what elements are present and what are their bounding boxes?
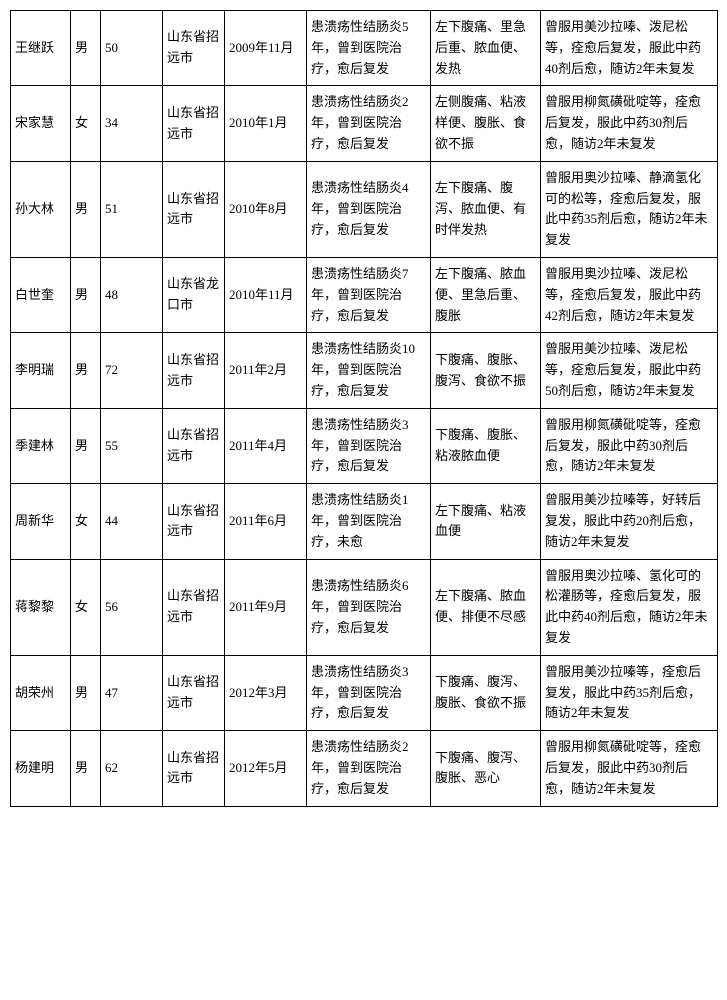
cell-place: 山东省招远市 <box>163 86 225 161</box>
cell-age: 56 <box>101 559 163 655</box>
cell-history: 患溃疡性结肠炎2年，曾到医院治疗，愈后复发 <box>307 731 431 806</box>
table-row: 宋家慧女34山东省招远市2010年1月患溃疡性结肠炎2年，曾到医院治疗，愈后复发… <box>11 86 718 161</box>
cell-age: 50 <box>101 11 163 86</box>
cell-sex: 男 <box>71 161 101 257</box>
cell-place: 山东省招远市 <box>163 484 225 559</box>
cell-date: 2010年11月 <box>225 257 307 332</box>
cell-place: 山东省招远市 <box>163 655 225 730</box>
cell-sex: 女 <box>71 86 101 161</box>
cell-date: 2011年2月 <box>225 333 307 408</box>
cell-date: 2010年8月 <box>225 161 307 257</box>
cell-sex: 男 <box>71 333 101 408</box>
cell-age: 34 <box>101 86 163 161</box>
cell-symptoms: 左下腹痛、脓血便、里急后重、腹胀 <box>431 257 541 332</box>
cell-treatment: 曾服用奥沙拉嗪、氢化可的松灌肠等，痊愈后复发，服此中药40剂后愈，随访2年未复发 <box>541 559 718 655</box>
cell-age: 62 <box>101 731 163 806</box>
cell-symptoms: 下腹痛、腹泻、腹胀、食欲不振 <box>431 655 541 730</box>
cell-treatment: 曾服用美沙拉嗪等，痊愈后复发，服此中药35剂后愈，随访2年未复发 <box>541 655 718 730</box>
patient-table: 王继跃男50山东省招远市2009年11月患溃疡性结肠炎5年，曾到医院治疗，愈后复… <box>10 10 718 807</box>
cell-name: 季建林 <box>11 408 71 483</box>
table-row: 杨建明男62山东省招远市2012年5月患溃疡性结肠炎2年，曾到医院治疗，愈后复发… <box>11 731 718 806</box>
cell-name: 胡荣州 <box>11 655 71 730</box>
cell-place: 山东省招远市 <box>163 731 225 806</box>
cell-treatment: 曾服用美沙拉嗪等，好转后复发，服此中药20剂后愈，随访2年未复发 <box>541 484 718 559</box>
cell-symptoms: 下腹痛、腹胀、粘液脓血便 <box>431 408 541 483</box>
cell-symptoms: 下腹痛、腹泻、腹胀、恶心 <box>431 731 541 806</box>
cell-place: 山东省招远市 <box>163 11 225 86</box>
cell-sex: 男 <box>71 11 101 86</box>
cell-date: 2011年6月 <box>225 484 307 559</box>
cell-place: 山东省龙口市 <box>163 257 225 332</box>
cell-symptoms: 左侧腹痛、粘液样便、腹胀、食欲不振 <box>431 86 541 161</box>
cell-date: 2011年9月 <box>225 559 307 655</box>
cell-name: 周新华 <box>11 484 71 559</box>
cell-name: 孙大林 <box>11 161 71 257</box>
cell-symptoms: 左下腹痛、脓血便、排便不尽感 <box>431 559 541 655</box>
cell-age: 48 <box>101 257 163 332</box>
cell-treatment: 曾服用柳氮磺砒啶等，痊愈后复发，服此中药30剂后愈，随访2年未复发 <box>541 408 718 483</box>
cell-place: 山东省招远市 <box>163 161 225 257</box>
cell-name: 宋家慧 <box>11 86 71 161</box>
cell-name: 白世奎 <box>11 257 71 332</box>
cell-place: 山东省招远市 <box>163 333 225 408</box>
cell-history: 患溃疡性结肠炎1年，曾到医院治疗，未愈 <box>307 484 431 559</box>
cell-history: 患溃疡性结肠炎6年，曾到医院治疗，愈后复发 <box>307 559 431 655</box>
cell-age: 55 <box>101 408 163 483</box>
cell-treatment: 曾服用美沙拉嗪、泼尼松等，痊愈后复发，服此中药40剂后愈，随访2年未复发 <box>541 11 718 86</box>
table-row: 王继跃男50山东省招远市2009年11月患溃疡性结肠炎5年，曾到医院治疗，愈后复… <box>11 11 718 86</box>
cell-history: 患溃疡性结肠炎3年，曾到医院治疗，愈后复发 <box>307 408 431 483</box>
table-row: 胡荣州男47山东省招远市2012年3月患溃疡性结肠炎3年，曾到医院治疗，愈后复发… <box>11 655 718 730</box>
cell-treatment: 曾服用柳氮磺砒啶等，痊愈后复发，服此中药30剂后愈，随访2年未复发 <box>541 731 718 806</box>
cell-name: 杨建明 <box>11 731 71 806</box>
cell-date: 2011年4月 <box>225 408 307 483</box>
cell-sex: 男 <box>71 257 101 332</box>
cell-date: 2010年1月 <box>225 86 307 161</box>
table-row: 蒋黎黎女56山东省招远市2011年9月患溃疡性结肠炎6年，曾到医院治疗，愈后复发… <box>11 559 718 655</box>
cell-place: 山东省招远市 <box>163 408 225 483</box>
cell-history: 患溃疡性结肠炎5年，曾到医院治疗，愈后复发 <box>307 11 431 86</box>
cell-treatment: 曾服用奥沙拉嗪、泼尼松等，痊愈后复发，服此中药42剂后愈，随访2年未复发 <box>541 257 718 332</box>
cell-name: 蒋黎黎 <box>11 559 71 655</box>
cell-date: 2012年5月 <box>225 731 307 806</box>
cell-name: 王继跃 <box>11 11 71 86</box>
cell-date: 2012年3月 <box>225 655 307 730</box>
cell-history: 患溃疡性结肠炎3年，曾到医院治疗，愈后复发 <box>307 655 431 730</box>
cell-sex: 男 <box>71 655 101 730</box>
cell-treatment: 曾服用柳氮磺砒啶等，痊愈后复发，服此中药30剂后愈，随访2年未复发 <box>541 86 718 161</box>
table-body: 王继跃男50山东省招远市2009年11月患溃疡性结肠炎5年，曾到医院治疗，愈后复… <box>11 11 718 807</box>
table-row: 白世奎男48山东省龙口市2010年11月患溃疡性结肠炎7年，曾到医院治疗，愈后复… <box>11 257 718 332</box>
cell-date: 2009年11月 <box>225 11 307 86</box>
table-row: 李明瑞男72山东省招远市2011年2月患溃疡性结肠炎10年，曾到医院治疗，愈后复… <box>11 333 718 408</box>
cell-sex: 女 <box>71 484 101 559</box>
cell-sex: 女 <box>71 559 101 655</box>
table-row: 季建林男55山东省招远市2011年4月患溃疡性结肠炎3年，曾到医院治疗，愈后复发… <box>11 408 718 483</box>
cell-place: 山东省招远市 <box>163 559 225 655</box>
cell-treatment: 曾服用奥沙拉嗪、静滴氢化可的松等，痊愈后复发，服此中药35剂后愈，随访2年未复发 <box>541 161 718 257</box>
table-row: 周新华女44山东省招远市2011年6月患溃疡性结肠炎1年，曾到医院治疗，未愈左下… <box>11 484 718 559</box>
cell-age: 51 <box>101 161 163 257</box>
cell-age: 44 <box>101 484 163 559</box>
cell-treatment: 曾服用美沙拉嗪、泼尼松等，痊愈后复发，服此中药50剂后愈，随访2年未复发 <box>541 333 718 408</box>
cell-history: 患溃疡性结肠炎7年，曾到医院治疗，愈后复发 <box>307 257 431 332</box>
cell-symptoms: 下腹痛、腹胀、腹泻、食欲不振 <box>431 333 541 408</box>
cell-history: 患溃疡性结肠炎10年，曾到医院治疗，愈后复发 <box>307 333 431 408</box>
cell-age: 47 <box>101 655 163 730</box>
cell-history: 患溃疡性结肠炎4年，曾到医院治疗，愈后复发 <box>307 161 431 257</box>
cell-name: 李明瑞 <box>11 333 71 408</box>
cell-sex: 男 <box>71 731 101 806</box>
cell-age: 72 <box>101 333 163 408</box>
table-row: 孙大林男51山东省招远市2010年8月患溃疡性结肠炎4年，曾到医院治疗，愈后复发… <box>11 161 718 257</box>
cell-symptoms: 左下腹痛、里急后重、脓血便、发热 <box>431 11 541 86</box>
cell-symptoms: 左下腹痛、腹泻、脓血便、有时伴发热 <box>431 161 541 257</box>
cell-history: 患溃疡性结肠炎2年，曾到医院治疗，愈后复发 <box>307 86 431 161</box>
cell-symptoms: 左下腹痛、粘液血便 <box>431 484 541 559</box>
cell-sex: 男 <box>71 408 101 483</box>
